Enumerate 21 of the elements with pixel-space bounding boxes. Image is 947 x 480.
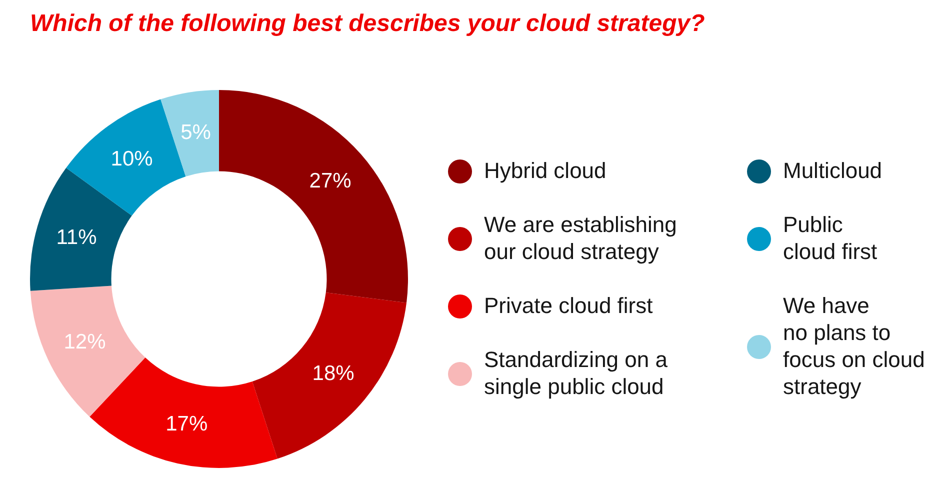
data-label: 18% [312,362,354,386]
donut-slice [219,90,408,303]
legend-label: Standardizing on a single public cloud [484,347,668,399]
donut-slice [30,286,146,417]
legend-label: Public cloud first [783,212,878,264]
data-label: 17% [166,412,208,436]
legend-label: Multicloud [783,158,882,183]
legend-label: We have no plans to focus on cloud strategy [783,293,925,399]
data-label: 27% [309,169,352,192]
donut-slice [90,358,278,468]
chart-title: Which of the following best describes your cloud strategy? [30,10,706,37]
legend-label: We are establishing our cloud strategy [484,212,677,264]
legend-label: Private cloud first [484,293,653,318]
data-label: 12% [64,330,106,354]
data-label: 11% [56,226,97,250]
data-label: 10% [110,147,153,170]
donut-slice [160,90,219,177]
donut-slice [252,292,407,459]
legend-label: Hybrid cloud [484,158,606,183]
donut-slice [30,168,132,291]
data-label: 5% [180,120,211,144]
